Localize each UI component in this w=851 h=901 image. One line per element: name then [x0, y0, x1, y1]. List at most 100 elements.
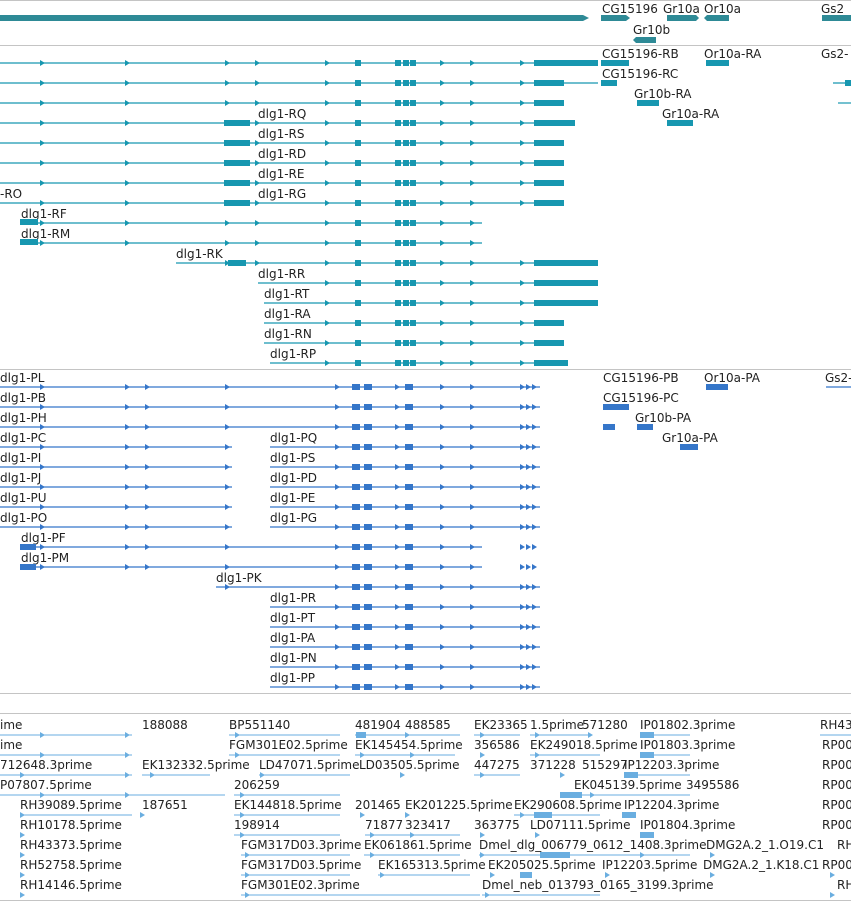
- transcript-label[interactable]: dlg1-RG: [258, 187, 307, 201]
- protein-label[interactable]: Gr10b-PA: [635, 411, 692, 425]
- protein-label[interactable]: dlg1-PU: [0, 491, 47, 505]
- est-label[interactable]: FGM301E02.3prime: [241, 878, 360, 892]
- est-label[interactable]: EK061861.5prime: [364, 838, 472, 852]
- est-label[interactable]: RH39089.5prime: [20, 798, 122, 812]
- est-label[interactable]: ime: [0, 718, 23, 732]
- est-glyphs[interactable]: [0, 713, 851, 901]
- est-label[interactable]: EK045139.5prime: [574, 778, 682, 792]
- est-label[interactable]: FGM301E02.5prime: [229, 738, 348, 752]
- transcript-label[interactable]: CG15196-RB: [602, 47, 679, 61]
- transcript-label[interactable]: dlg1-RA: [264, 307, 311, 321]
- est-label[interactable]: RP00: [822, 858, 851, 872]
- transcript-label[interactable]: -RO: [0, 187, 23, 201]
- transcript-label[interactable]: dlg1-RM: [21, 227, 71, 241]
- est-label[interactable]: RH: [837, 838, 851, 852]
- gene-label[interactable]: Gr10a: [663, 2, 700, 16]
- est-label[interactable]: RP00: [822, 798, 851, 812]
- est-label[interactable]: IP12203.5prime: [602, 858, 698, 872]
- transcript-label[interactable]: Or10a-RA: [704, 47, 762, 61]
- est-label[interactable]: 206259: [234, 778, 280, 792]
- protein-label[interactable]: dlg1-PP: [270, 671, 316, 685]
- est-label[interactable]: LD03505.5prime: [359, 758, 460, 772]
- est-label[interactable]: DMG2A.2_1.K18.C1: [703, 858, 820, 872]
- gene-label[interactable]: Or10a: [704, 2, 742, 16]
- est-label[interactable]: EK290608.5prime: [514, 798, 622, 812]
- est-label[interactable]: LD47071.5prime: [259, 758, 360, 772]
- transcript-label[interactable]: Gr10b-RA: [634, 87, 692, 101]
- est-label[interactable]: RP00: [822, 758, 851, 772]
- est-label[interactable]: FGM317D03.3prime: [241, 838, 362, 852]
- protein-label[interactable]: dlg1-PI: [0, 451, 42, 465]
- protein-label[interactable]: dlg1-PA: [270, 631, 316, 645]
- protein-label[interactable]: dlg1-PE: [270, 491, 316, 505]
- gene-label[interactable]: CG15196: [602, 2, 658, 16]
- est-label[interactable]: DMG2A.2_1.O19.C1: [706, 838, 824, 852]
- protein-label[interactable]: dlg1-PD: [270, 471, 318, 485]
- transcript-glyphs[interactable]: [0, 45, 851, 369]
- est-label[interactable]: 488585: [405, 718, 451, 732]
- est-label[interactable]: 371228: [530, 758, 576, 772]
- transcript-label[interactable]: dlg1-RN: [264, 327, 312, 341]
- est-label[interactable]: FGM317D03.5prime: [241, 858, 362, 872]
- est-label[interactable]: EK201225.5prime: [405, 798, 513, 812]
- est-label[interactable]: RH52758.5prime: [20, 858, 122, 872]
- transcript-label[interactable]: dlg1-RK: [176, 247, 223, 261]
- est-label[interactable]: 356586: [474, 738, 520, 752]
- est-label[interactable]: EK205025.5prime: [488, 858, 596, 872]
- est-label[interactable]: 481904: [355, 718, 401, 732]
- est-label[interactable]: RP00: [822, 778, 851, 792]
- est-label[interactable]: 71877: [365, 818, 404, 832]
- protein-label[interactable]: Gr10a-PA: [662, 431, 718, 445]
- est-label[interactable]: 515297: [582, 758, 628, 772]
- est-label[interactable]: 571280: [582, 718, 628, 732]
- protein-label[interactable]: dlg1-PC: [0, 431, 47, 445]
- est-label[interactable]: Dmel_neb_013793_0165_3199.3prime: [482, 878, 714, 892]
- transcript-label[interactable]: dlg1-RF: [21, 207, 67, 221]
- est-label[interactable]: 1.5prime: [530, 718, 585, 732]
- transcript-label[interactable]: dlg1-RP: [270, 347, 317, 361]
- est-label[interactable]: P07807.5prime: [0, 778, 92, 792]
- est-label[interactable]: RP00: [822, 738, 851, 752]
- est-label[interactable]: RH: [837, 878, 851, 892]
- est-label[interactable]: 3495586: [686, 778, 740, 792]
- protein-glyphs[interactable]: [0, 369, 851, 693]
- protein-label[interactable]: dlg1-PF: [21, 531, 66, 545]
- gene-glyphs[interactable]: [0, 0, 851, 45]
- protein-label[interactable]: dlg1-PO: [0, 511, 48, 525]
- protein-label[interactable]: dlg1-PJ: [0, 471, 42, 485]
- transcript-label[interactable]: Gr10a-RA: [662, 107, 720, 121]
- est-label[interactable]: 447275: [474, 758, 520, 772]
- protein-label[interactable]: dlg1-PN: [270, 651, 317, 665]
- est-label[interactable]: 188088: [142, 718, 188, 732]
- est-label[interactable]: 187651: [142, 798, 188, 812]
- est-label[interactable]: EK132332.5prime: [142, 758, 250, 772]
- est-label[interactable]: 201465: [355, 798, 401, 812]
- transcript-label[interactable]: dlg1-RD: [258, 147, 307, 161]
- est-label[interactable]: RH43: [820, 718, 851, 732]
- est-label[interactable]: 198914: [234, 818, 280, 832]
- protein-label[interactable]: dlg1-PS: [270, 451, 316, 465]
- est-label[interactable]: IP12204.3prime: [624, 798, 720, 812]
- est-label[interactable]: IP01802.3prime: [640, 718, 736, 732]
- transcript-label[interactable]: dlg1-RT: [264, 287, 310, 301]
- est-label[interactable]: ime: [0, 738, 23, 752]
- transcript-label[interactable]: Gs2-: [821, 47, 849, 61]
- est-label[interactable]: 363775: [474, 818, 520, 832]
- est-label[interactable]: IP01803.3prime: [640, 738, 736, 752]
- transcript-label[interactable]: dlg1-RR: [258, 267, 306, 281]
- protein-label[interactable]: dlg1-PM: [21, 551, 70, 565]
- est-label[interactable]: RH43373.5prime: [20, 838, 122, 852]
- transcript-label[interactable]: dlg1-RQ: [258, 107, 307, 121]
- est-label[interactable]: RH10178.5prime: [20, 818, 122, 832]
- protein-label[interactable]: Gs2-: [825, 371, 851, 385]
- est-label[interactable]: RH14146.5prime: [20, 878, 122, 892]
- protein-label[interactable]: dlg1-PL: [0, 371, 45, 385]
- est-label[interactable]: EK145454.5prime: [355, 738, 463, 752]
- protein-label[interactable]: dlg1-PQ: [270, 431, 318, 445]
- protein-label[interactable]: CG15196-PB: [603, 371, 679, 385]
- est-label[interactable]: IP01804.3prime: [640, 818, 736, 832]
- transcript-label[interactable]: dlg1-RS: [258, 127, 305, 141]
- protein-label[interactable]: dlg1-PK: [216, 571, 262, 585]
- protein-label[interactable]: dlg1-PR: [270, 591, 317, 605]
- est-label[interactable]: 323417: [405, 818, 451, 832]
